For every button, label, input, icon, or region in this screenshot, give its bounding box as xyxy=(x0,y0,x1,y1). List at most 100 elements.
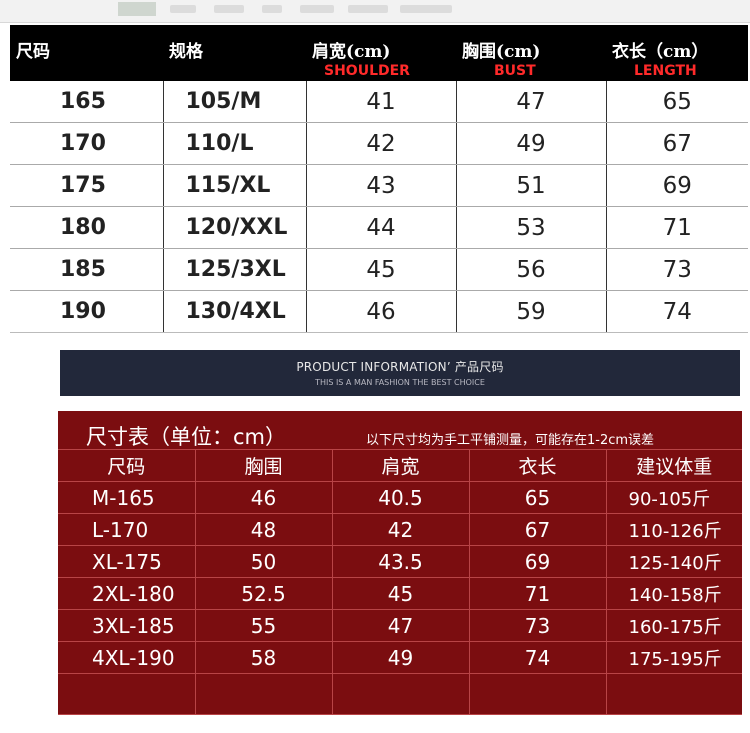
cell-length: 67 xyxy=(468,513,607,546)
cell-size: M-165 xyxy=(58,481,196,514)
cell-length: 69 xyxy=(606,164,748,207)
header-label: 衣长（cm） xyxy=(612,42,709,62)
size-table-primary: 尺码 规格 肩宽(cm) SHOULDER 胸围(cm) BUST 衣长（cm）… xyxy=(10,25,748,333)
banner-subtitle: THIS IS A MAN FASHION THE BEST CHOICE xyxy=(315,378,485,387)
cell-bust: 58 xyxy=(194,641,333,674)
cell-weight: 140-158斤 xyxy=(605,577,742,610)
table-row: L-170 48 42 67 110-126斤 xyxy=(58,513,742,546)
blurred-text xyxy=(400,5,452,13)
cell-length: 73 xyxy=(606,248,748,291)
header-size: 尺码 xyxy=(58,449,196,482)
cell-size: 175 xyxy=(10,164,164,207)
cell-bust: 53 xyxy=(456,206,607,249)
cell-weight: 125-140斤 xyxy=(605,545,742,578)
cell-size: 185 xyxy=(10,248,164,291)
header-label: 胸围(cm) xyxy=(462,42,541,62)
cell-length: 67 xyxy=(606,122,748,165)
cell-length: 65 xyxy=(468,481,607,514)
cell-shoulder: 44 xyxy=(306,206,457,249)
table-row: 2XL-180 52.5 45 71 140-158斤 xyxy=(58,577,742,610)
cell-length: 71 xyxy=(606,206,748,249)
blurred-text xyxy=(170,5,196,13)
cell-bust: 55 xyxy=(194,609,333,642)
cell-length: 71 xyxy=(468,577,607,610)
cell-length: 74 xyxy=(606,290,748,333)
table-row: 3XL-185 55 47 73 160-175斤 xyxy=(58,609,742,642)
header-english-label: LENGTH xyxy=(634,63,697,79)
table-row: M-165 46 40.5 65 90-105斤 xyxy=(58,481,742,514)
cell-shoulder: 49 xyxy=(331,641,470,674)
empty-cell xyxy=(194,673,333,715)
table-row-empty xyxy=(58,673,742,715)
cell-spec: 115/XL xyxy=(163,164,307,207)
cell-bust: 59 xyxy=(456,290,607,333)
cell-weight: 175-195斤 xyxy=(605,641,742,674)
cell-spec: 120/XXL xyxy=(163,206,307,249)
cell-length: 74 xyxy=(468,641,607,674)
cell-shoulder: 46 xyxy=(306,290,457,333)
cell-bust: 52.5 xyxy=(194,577,333,610)
header-label: 规格 xyxy=(169,42,203,62)
banner-title: PRODUCT INFORMATION’ 产品尺码 xyxy=(296,360,504,374)
cell-weight: 110-126斤 xyxy=(605,513,742,546)
cell-size: 170 xyxy=(10,122,164,165)
cropped-top-strip xyxy=(0,0,750,23)
blurred-text xyxy=(348,5,388,13)
cell-size: 180 xyxy=(10,206,164,249)
cell-size: 4XL-190 xyxy=(58,641,196,674)
header-shoulder: 肩宽 xyxy=(331,449,470,482)
cell-shoulder: 43 xyxy=(306,164,457,207)
header-bust: 胸围(cm) BUST xyxy=(456,25,606,81)
cell-size: 190 xyxy=(10,290,164,333)
cell-size: 2XL-180 xyxy=(58,577,196,610)
blurred-text xyxy=(262,5,282,13)
cell-shoulder: 45 xyxy=(331,577,470,610)
table-header-row: 尺码 规格 肩宽(cm) SHOULDER 胸围(cm) BUST 衣长（cm）… xyxy=(10,25,748,81)
cell-shoulder: 47 xyxy=(331,609,470,642)
cell-length: 69 xyxy=(468,545,607,578)
header-length: 衣长（cm） LENGTH xyxy=(606,25,748,81)
table-row: XL-175 50 43.5 69 125-140斤 xyxy=(58,545,742,578)
cell-shoulder: 42 xyxy=(306,122,457,165)
header-shoulder: 肩宽(cm) SHOULDER xyxy=(306,25,456,81)
size-chart-title: 尺寸表（单位：cm） xyxy=(86,425,287,449)
table-header-row: 尺码 胸围 肩宽 衣长 建议体重 xyxy=(58,449,742,482)
header-english-label: BUST xyxy=(494,63,536,79)
table-row: 185 125/3XL 45 56 73 xyxy=(10,248,748,291)
cell-size: 3XL-185 xyxy=(58,609,196,642)
cell-bust: 51 xyxy=(456,164,607,207)
header-bust: 胸围 xyxy=(194,449,333,482)
cell-bust: 48 xyxy=(194,513,333,546)
blurred-text xyxy=(214,5,244,13)
header-size: 尺码 xyxy=(10,25,163,81)
cell-weight: 160-175斤 xyxy=(605,609,742,642)
table-row: 175 115/XL 43 51 69 xyxy=(10,164,748,207)
cell-length: 73 xyxy=(468,609,607,642)
blurred-text xyxy=(300,5,334,13)
cell-shoulder: 43.5 xyxy=(331,545,470,578)
cell-size: L-170 xyxy=(58,513,196,546)
measurement-note: 以下尺寸均为手工平铺测量，可能存在1-2cm误差 xyxy=(366,433,655,448)
cell-shoulder: 42 xyxy=(331,513,470,546)
header-english-label: SHOULDER xyxy=(324,63,410,79)
cell-bust: 46 xyxy=(194,481,333,514)
cell-bust: 47 xyxy=(456,81,607,123)
cell-spec: 130/4XL xyxy=(163,290,307,333)
cell-weight: 90-105斤 xyxy=(605,481,742,514)
table-row: 4XL-190 58 49 74 175-195斤 xyxy=(58,641,742,674)
header-length: 衣长 xyxy=(468,449,607,482)
cell-spec: 105/M xyxy=(163,81,307,123)
table-row: 190 130/4XL 46 59 74 xyxy=(10,290,748,333)
cell-size: 165 xyxy=(10,81,164,123)
table-row: 180 120/XXL 44 53 71 xyxy=(10,206,748,249)
cell-bust: 56 xyxy=(456,248,607,291)
thumbnail-image xyxy=(118,2,156,16)
header-label: 尺码 xyxy=(16,42,50,62)
table-row: 165 105/M 41 47 65 xyxy=(10,81,748,123)
cell-bust: 49 xyxy=(456,122,607,165)
cell-spec: 125/3XL xyxy=(163,248,307,291)
cell-spec: 110/L xyxy=(163,122,307,165)
empty-cell xyxy=(468,673,607,715)
cell-bust: 50 xyxy=(194,545,333,578)
product-information-banner: PRODUCT INFORMATION’ 产品尺码 THIS IS A MAN … xyxy=(60,350,740,396)
